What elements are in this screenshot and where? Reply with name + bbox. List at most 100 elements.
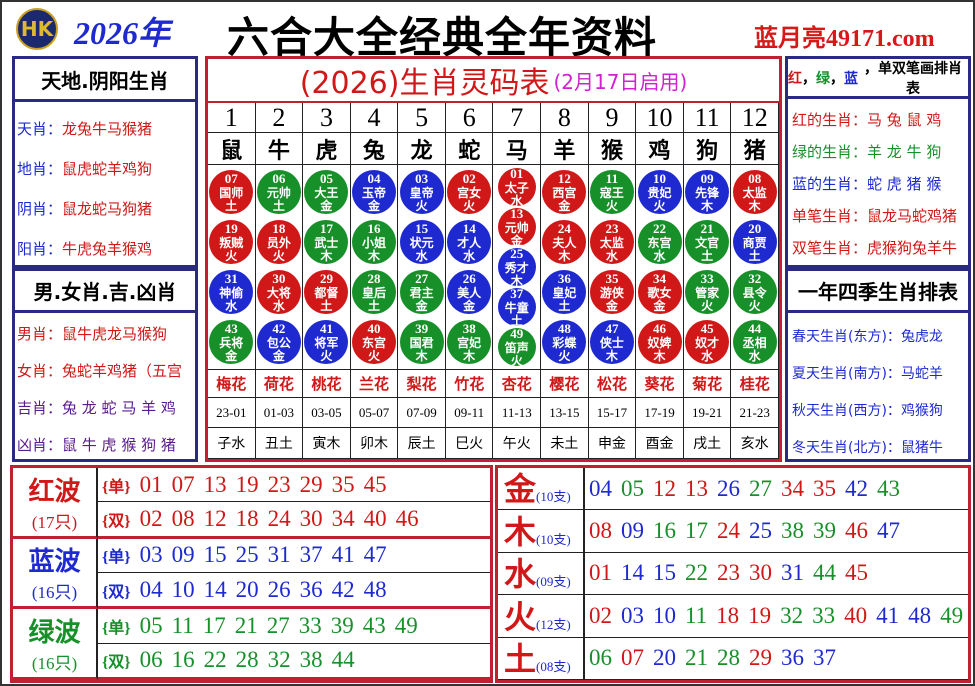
ball-number: 38 <box>462 321 476 337</box>
number: 11 <box>685 602 708 628</box>
number: 42 <box>845 475 868 501</box>
list-item: 阳肖： 牛虎兔羊猴鸡 <box>17 228 195 268</box>
color-panel: 红，绿，蓝，单双笔画排肖表 红的生肖：马 兔 鼠 鸡绿的生肖：羊 龙 牛 狗蓝的… <box>785 56 971 268</box>
element-numbers-row: 06 07 20 21 28 29 36 37 <box>585 638 968 680</box>
number: 29 <box>299 471 323 497</box>
number: 31 <box>781 560 804 586</box>
wave-label: 红波 (17只) <box>13 468 98 539</box>
number: 45 <box>363 471 387 497</box>
ball-element: 土 <box>701 249 714 263</box>
ball-number: 14 <box>462 221 476 237</box>
flower-name: 荷花 <box>255 370 304 398</box>
element-numbers-row: 08 09 16 17 24 25 38 39 46 47 <box>585 510 968 553</box>
number-ball: 33 管家火 <box>685 270 730 314</box>
number-ball: 44 丞相水 <box>732 320 777 364</box>
time-range: 21-23 <box>731 398 779 428</box>
list-item: 红的生肖：马 兔 鼠 鸡 <box>792 103 968 135</box>
ball-element: 金 <box>605 299 618 313</box>
wave-numbers-row: {单} 05 11 17 21 27 33 39 43 49 <box>98 609 490 644</box>
ball-element: 金 <box>368 199 381 213</box>
ball-number: 11 <box>605 171 619 187</box>
column-number: 4 <box>350 103 399 133</box>
ball-title: 元帅 <box>266 186 291 201</box>
ball-title: 包公 <box>266 336 291 351</box>
ball-element: 土 <box>558 299 571 313</box>
ball-title: 东宫 <box>647 236 672 251</box>
ball-title: 县令 <box>742 286 767 301</box>
number-ball: 13 元帅金 <box>497 206 536 247</box>
year-label: 2026年 <box>74 15 171 51</box>
number: 03 <box>139 542 163 568</box>
ball-number: 32 <box>748 271 762 287</box>
number-ball: 12 西宫金 <box>542 170 587 214</box>
earthly-branch: 子水 <box>208 428 256 459</box>
parity-label: {单} <box>102 549 131 567</box>
ball-title: 彩蝶 <box>552 336 577 351</box>
number: 43 <box>362 612 386 638</box>
number: 14 <box>203 576 227 602</box>
number-ball: 04 玉帝金 <box>352 170 397 214</box>
ball-element: 火 <box>463 199 476 213</box>
ball-title: 笛声 <box>504 341 529 356</box>
heading-part: ， <box>802 70 816 87</box>
element-count: (12支) <box>536 616 571 632</box>
ball-number: 10 <box>653 171 667 187</box>
element-count: (08支) <box>536 659 571 674</box>
zodiac-name: 猪 <box>731 133 779 165</box>
number: 24 <box>267 505 291 531</box>
ball-stack: 11 寇王火 23 太监水 35 游侠金 47 侠士木 <box>588 165 637 370</box>
season-heading: 一年四季生肖排表 <box>788 271 968 313</box>
heading-part: 绿 <box>816 70 830 87</box>
number-ball: 29 都督土 <box>304 270 349 314</box>
number-ball: 06 元帅土 <box>256 170 301 214</box>
number: 41 <box>331 542 355 568</box>
number: 14 <box>621 560 644 586</box>
number: 31 <box>267 542 291 568</box>
number: 17 <box>202 612 226 638</box>
element-name: 土 <box>504 640 537 678</box>
ball-title: 丞相 <box>742 336 767 351</box>
number: 06 <box>589 645 612 671</box>
ball-number: 19 <box>224 221 238 237</box>
item-key: 红的生肖： <box>792 110 868 129</box>
ball-element: 水 <box>415 249 428 263</box>
number: 36 <box>299 576 323 602</box>
number: 49 <box>940 602 964 628</box>
ball-element: 金 <box>272 349 285 363</box>
ball-stack: 10 贵妃火 22 东宫水 34 歌女金 46 奴婢木 <box>636 165 684 370</box>
ball-number: 09 <box>700 171 714 187</box>
element-label: 土 (08支) <box>498 637 585 680</box>
list-item: 吉肖：兔 龙 蛇 马 羊 鸡 <box>17 389 195 426</box>
number-ball: 31 神偷水 <box>209 270 254 314</box>
number: 39 <box>330 612 354 638</box>
element-name: 金 <box>504 470 537 509</box>
column-number: 11 <box>683 103 732 133</box>
ball-element: 金 <box>558 199 571 213</box>
ball-title: 文官 <box>695 236 720 251</box>
element-label: 金 (10支) <box>498 468 585 511</box>
ball-number: 22 <box>653 221 667 237</box>
number: 11 <box>171 612 194 638</box>
number: 48 <box>363 576 387 602</box>
number-ball: 42 包公金 <box>256 320 301 364</box>
page-title: 六合大全经典全年资料 <box>227 13 658 62</box>
element-numbers-row: 01 14 15 22 23 30 31 44 45 <box>585 553 968 596</box>
ball-element: 水 <box>605 249 618 263</box>
list-item: 女肖： 兔蛇羊鸡猪（五宫 <box>17 352 195 389</box>
number: 21 <box>685 645 708 671</box>
ball-number: 37 <box>510 286 524 302</box>
heading-part: 蓝 <box>844 70 858 87</box>
number-ball: 24 夫人木 <box>542 220 587 264</box>
list-item: 蓝的生肖：蛇 虎 猪 猴 <box>792 167 968 199</box>
number: 13 <box>203 471 227 497</box>
number-ball: 32 县令火 <box>732 270 777 314</box>
time-range: 01-03 <box>255 398 304 428</box>
ball-number: 48 <box>557 321 571 337</box>
number-ball: 45 奴才水 <box>685 320 730 364</box>
ball-title: 兵将 <box>219 336 244 351</box>
number: 02 <box>589 602 612 628</box>
ball-element: 木 <box>510 274 523 288</box>
ball-element: 金 <box>225 349 238 363</box>
earthly-branch: 寅木 <box>303 428 351 459</box>
number: 28 <box>235 647 259 673</box>
